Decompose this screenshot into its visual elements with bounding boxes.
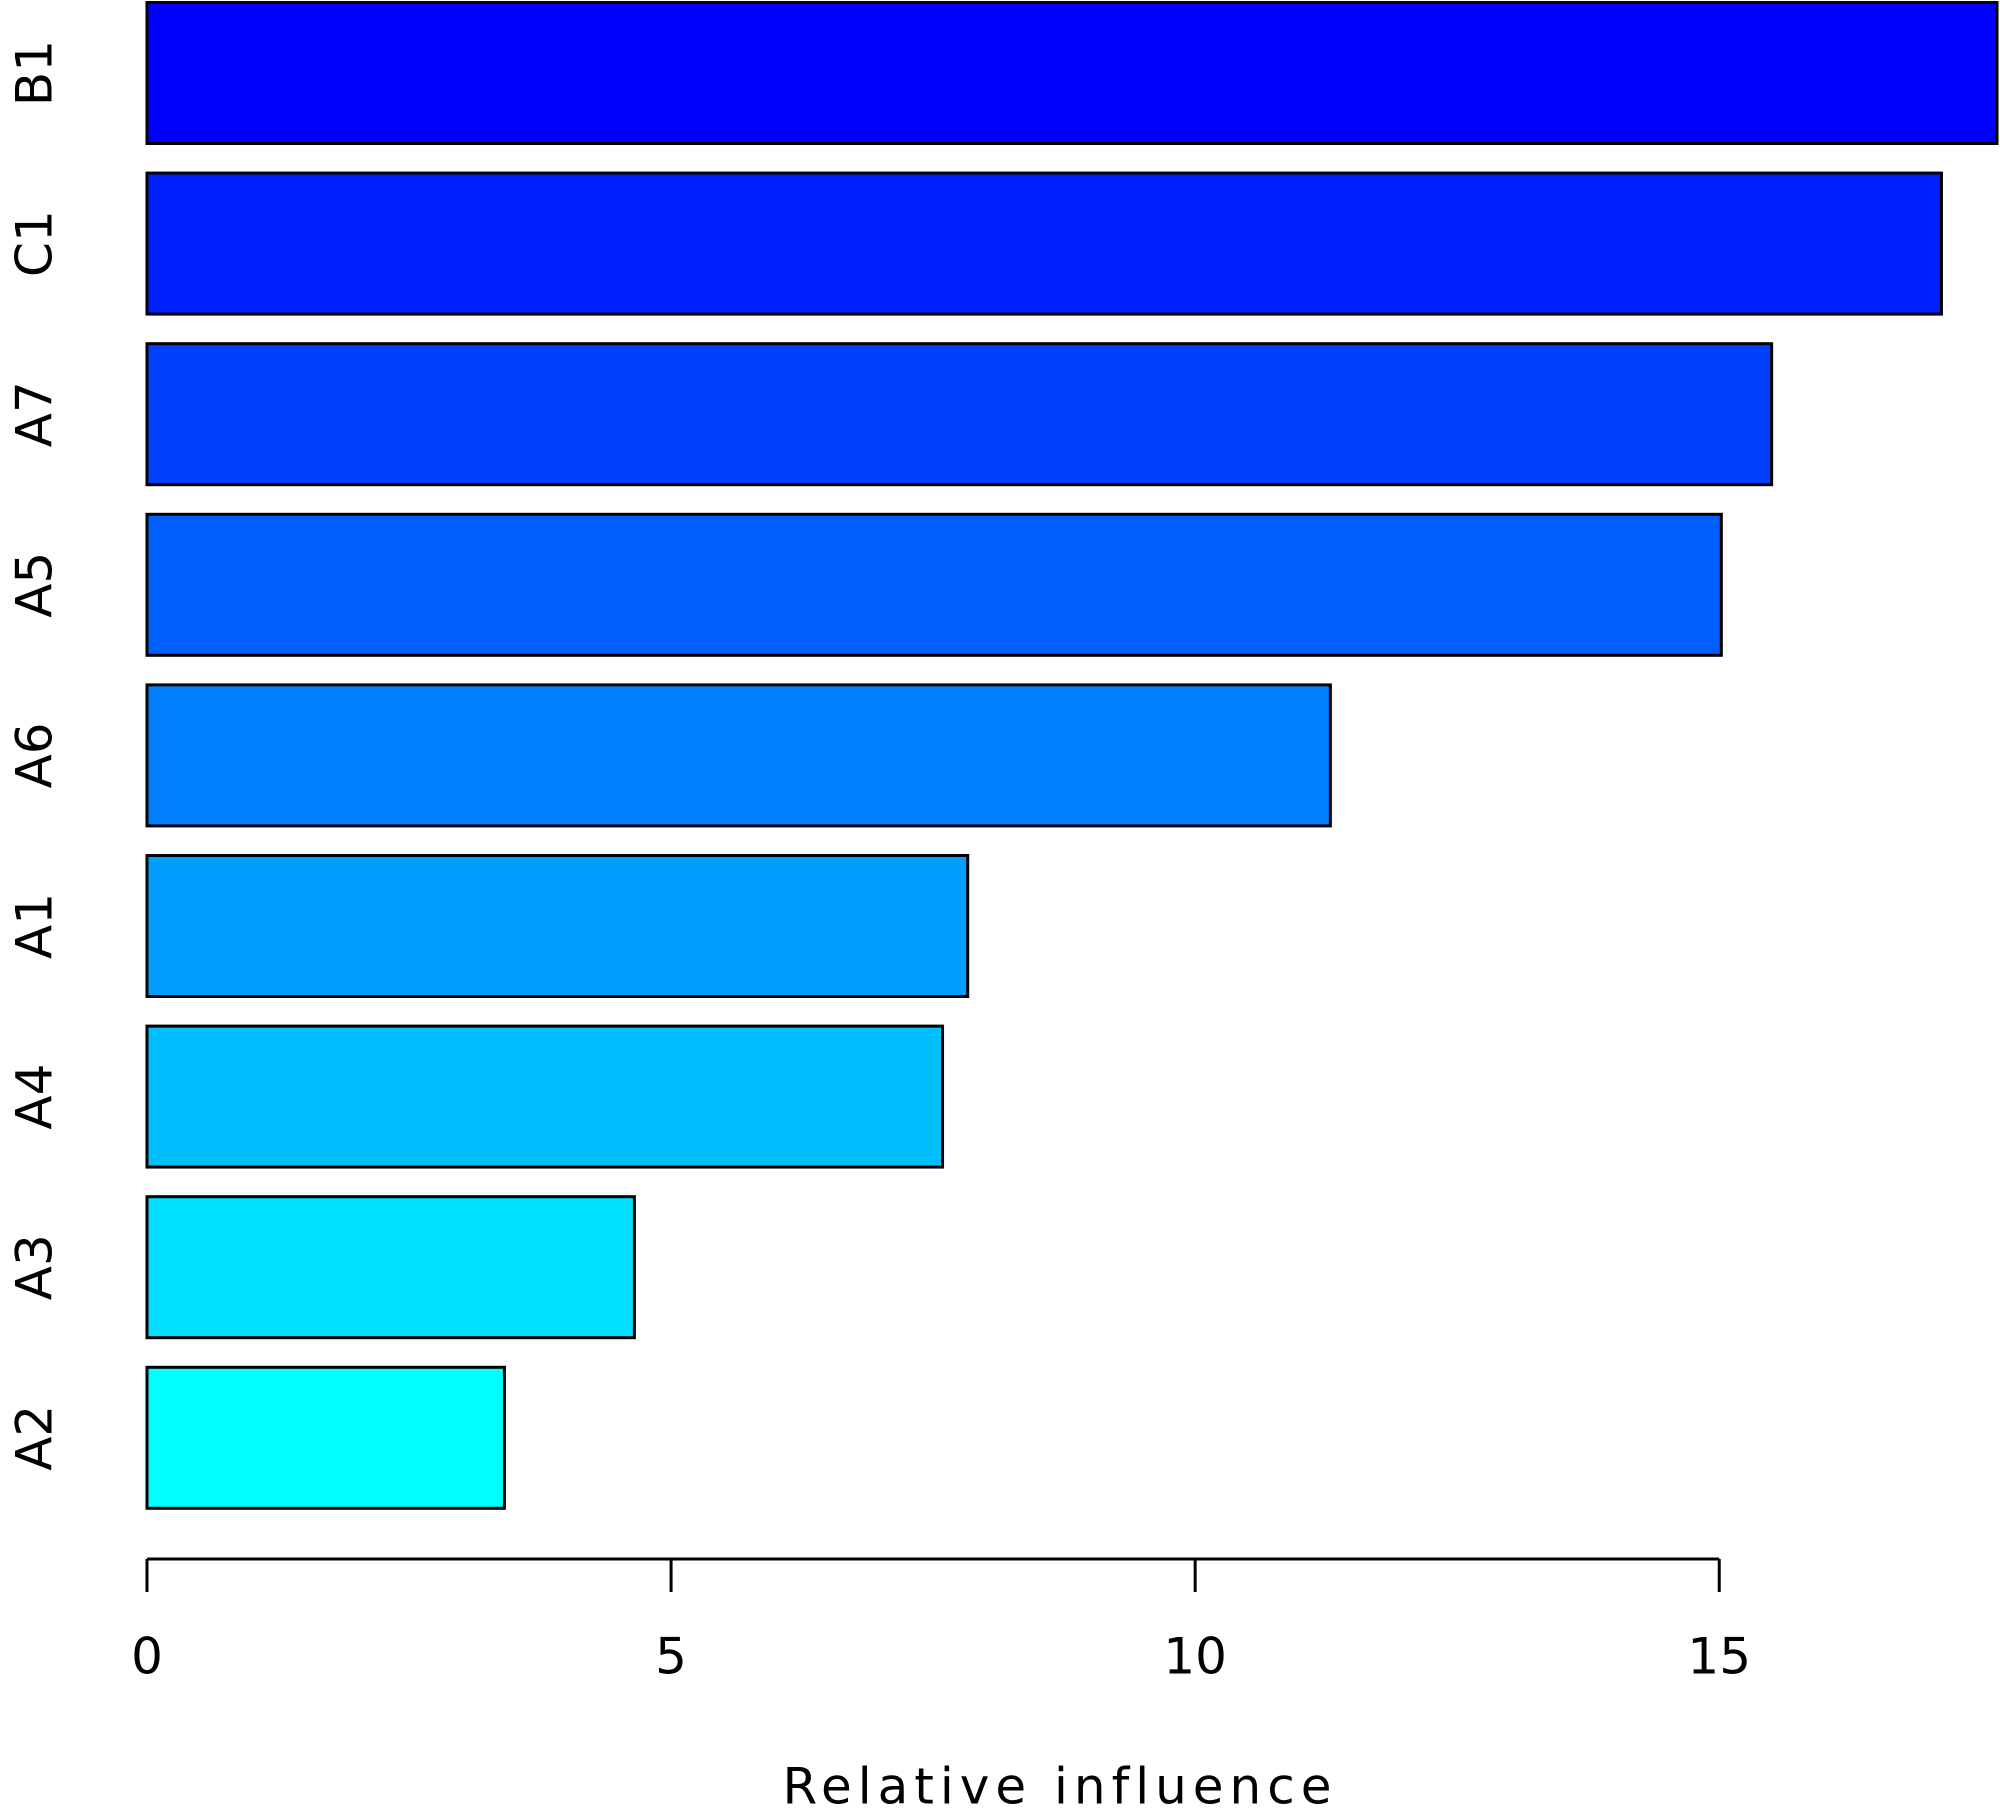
bar	[145, 854, 970, 998]
y-tick-label: A1	[6, 893, 64, 959]
bar	[145, 1365, 506, 1510]
bar	[145, 1024, 945, 1169]
x-axis-label: Relative influence	[783, 1758, 1338, 1816]
y-tick-label: A4	[6, 1064, 64, 1130]
x-tick-label: 0	[131, 1628, 163, 1686]
bar	[145, 342, 1774, 487]
bar	[145, 1195, 636, 1340]
y-tick-label: A7	[6, 381, 64, 447]
x-tick-label: 10	[1163, 1628, 1227, 1686]
bar	[145, 1, 1999, 145]
x-tick-label: 5	[655, 1628, 687, 1686]
bar	[145, 683, 1332, 828]
y-tick-label: B1	[6, 40, 64, 106]
y-tick-label: C1	[6, 210, 64, 277]
y-tick-label: A5	[6, 552, 64, 618]
y-tick-label: A6	[6, 722, 64, 788]
y-tick-label: A3	[6, 1234, 64, 1300]
bar	[145, 171, 1943, 316]
x-tick-label: 15	[1687, 1628, 1751, 1686]
bar	[145, 512, 1723, 657]
y-tick-label: A2	[6, 1405, 64, 1471]
